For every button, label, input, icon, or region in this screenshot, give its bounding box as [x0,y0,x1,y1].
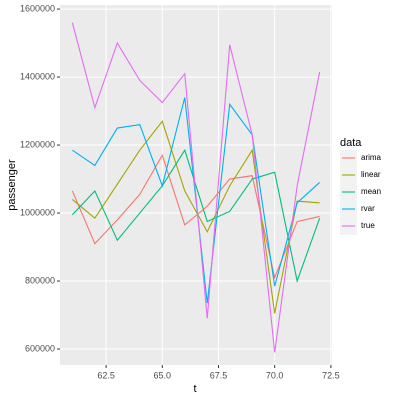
series-line [71,153,320,280]
legend-label: linear [361,170,381,179]
series-line [71,22,321,353]
x-axis-title: t [193,383,196,395]
series-line [72,120,320,314]
series-line [71,148,321,284]
x-tick-label: 67.5 [210,370,228,380]
legend-label: rvar [361,204,375,213]
legend-label: mean [361,187,381,196]
y-tick-label: 800000 [25,275,55,285]
y-tick-label: 1000000 [20,207,55,217]
x-tick-label: 72.5 [322,370,340,380]
y-tick-label: 1200000 [20,139,55,149]
x-tick-label: 65.0 [154,370,172,380]
x-tick-label: 62.5 [97,370,115,380]
y-tick-label: 1600000 [20,3,55,13]
y-tick-label: 1400000 [20,71,55,81]
y-axis-title: passenger [6,159,18,211]
y-tick-label: 600000 [25,343,55,353]
legend-title: data [340,137,362,149]
legend-label: arima [361,153,382,162]
legend-label: true [361,221,375,230]
x-tick-label: 70.0 [266,370,284,380]
